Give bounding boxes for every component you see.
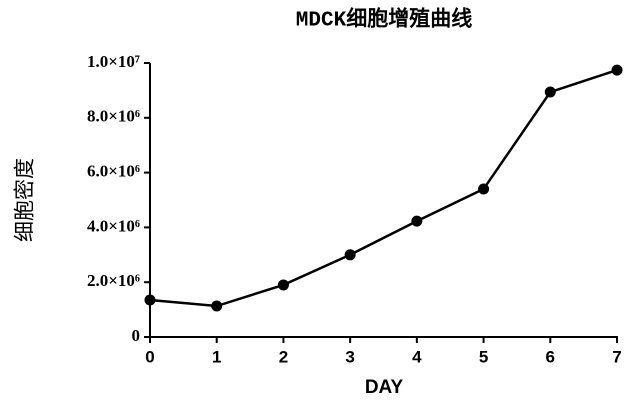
x-tick-label: 5 bbox=[479, 347, 488, 366]
point bbox=[211, 300, 223, 312]
y-tick-label: 1.0×10⁷ bbox=[87, 52, 140, 71]
point bbox=[478, 183, 490, 195]
x-tick-label: 2 bbox=[279, 347, 288, 366]
x-tick-label: 6 bbox=[546, 347, 555, 366]
point bbox=[611, 64, 623, 76]
x-tick-label: 1 bbox=[212, 347, 221, 366]
x-tick-label: 0 bbox=[145, 347, 154, 366]
point bbox=[344, 249, 356, 261]
y-tick-label: 2.0×10⁶ bbox=[87, 271, 140, 290]
y-tick-label: 4.0×10⁶ bbox=[87, 216, 140, 235]
line bbox=[149, 68, 618, 308]
point bbox=[411, 215, 423, 227]
y-tick-label: 6.0×10⁶ bbox=[87, 162, 140, 181]
point bbox=[544, 86, 556, 98]
chart-title: MDCK细胞增殖曲线 bbox=[296, 7, 472, 33]
y-tick-label: 8.0×10⁶ bbox=[87, 107, 140, 126]
y-axis-label: 细胞密度 bbox=[13, 158, 37, 242]
y-tick-label: 0 bbox=[132, 326, 141, 345]
point bbox=[277, 279, 289, 291]
x-tick-label: 7 bbox=[612, 347, 621, 366]
x-tick-label: 3 bbox=[345, 347, 354, 366]
x-axis-label: DAY bbox=[365, 377, 404, 398]
point bbox=[144, 294, 156, 306]
x-tick-label: 4 bbox=[412, 347, 422, 366]
